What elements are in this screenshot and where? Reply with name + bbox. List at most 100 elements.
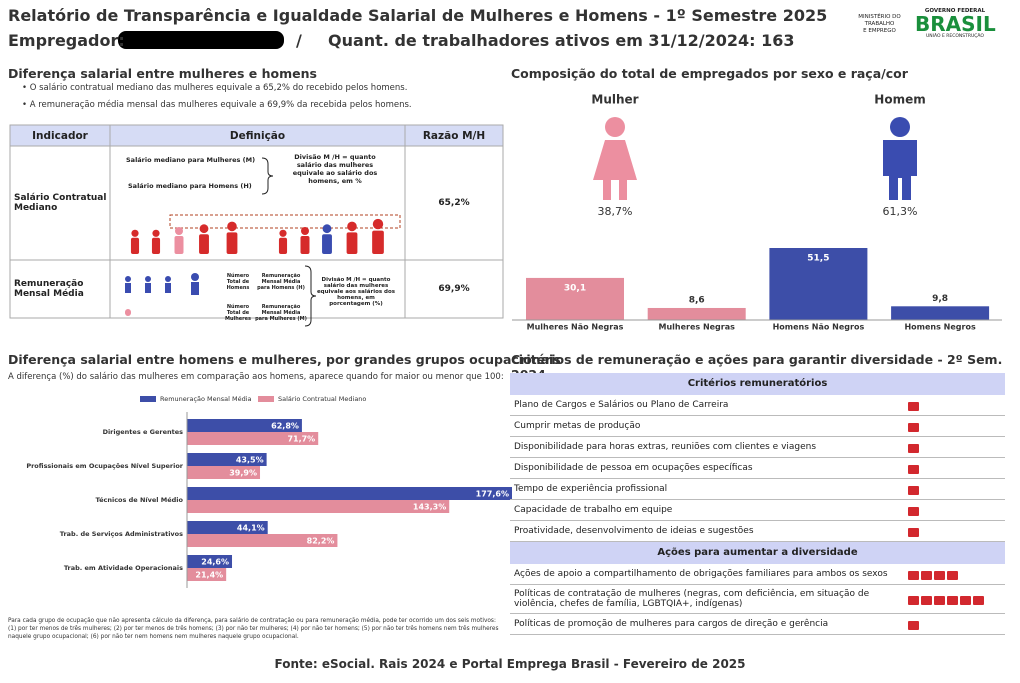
item-text: Proatividade, desenvolvimento de ideias … xyxy=(514,526,754,536)
bar xyxy=(526,277,624,320)
bullet: • O salário contratual mediano das mulhe… xyxy=(22,83,408,93)
person-head xyxy=(199,224,209,234)
criteria-item: Plano de Cargos e Salários ou Plano de C… xyxy=(510,395,1005,416)
person-head xyxy=(131,229,139,237)
icons xyxy=(908,464,919,474)
section-title: Diferença salarial entre homens e mulher… xyxy=(8,352,561,367)
logo-text: UNIÃO E RECONSTRUÇÃO xyxy=(926,34,984,39)
category-label: Mulheres Não Negras xyxy=(527,323,624,332)
footnote: Para cada grupo de ocupação que não apre… xyxy=(8,618,499,640)
icon xyxy=(960,595,971,605)
criteria-item: Ações de apoio a compartilhamento de obr… xyxy=(510,564,1005,585)
icons xyxy=(908,570,958,580)
value-label: 82,2% xyxy=(307,537,335,546)
bar xyxy=(187,568,227,581)
person-head xyxy=(322,224,332,234)
figure-head xyxy=(890,117,910,137)
person-head xyxy=(279,229,287,237)
bullet-text: A remuneração média mensal das mulheres … xyxy=(29,100,412,110)
ratio: 69,9% xyxy=(438,284,470,294)
bar xyxy=(187,419,302,432)
value-label: 44,1% xyxy=(237,524,265,533)
logo-line: TRABALHO xyxy=(864,21,895,27)
dashed-box xyxy=(169,214,401,229)
item-text: Ações de apoio a compartilhamento de obr… xyxy=(514,569,888,579)
def: Remuneração Mensal Média para Mulheres (… xyxy=(255,304,307,322)
group-share: 38,7% xyxy=(598,205,633,218)
person-head xyxy=(227,221,237,232)
criteria-item: Proatividade, desenvolvimento de ideias … xyxy=(510,521,1005,542)
icons xyxy=(908,506,919,516)
icon xyxy=(908,527,919,537)
criteria-item: Políticas de contratação de mulheres (ne… xyxy=(510,585,1005,614)
def: Salário mediano para Mulheres (M) xyxy=(126,156,256,164)
item-text: Tempo de experiência profissional xyxy=(514,484,668,494)
icon xyxy=(973,595,984,605)
value-label: 9,8 xyxy=(932,294,948,304)
icon xyxy=(921,570,932,580)
bar xyxy=(891,306,990,320)
person-body xyxy=(130,237,140,254)
table-header-bg xyxy=(10,125,503,146)
icon xyxy=(947,570,958,580)
value-label: 143,3% xyxy=(413,503,446,512)
icon xyxy=(934,595,945,605)
icon xyxy=(908,422,919,432)
icons xyxy=(908,401,919,411)
criteria-item: Disponibilidade de pessoa em ocupações e… xyxy=(510,458,1005,479)
value-label: 43,5% xyxy=(236,456,264,465)
value-label: 71,7% xyxy=(287,435,315,444)
figure-body xyxy=(593,140,637,200)
bullet: • A remuneração média mensal das mulhere… xyxy=(22,100,412,110)
bar xyxy=(187,534,338,547)
bar xyxy=(187,487,512,500)
category-label: Trab. de Serviços Administrativos xyxy=(60,530,183,538)
icon xyxy=(908,595,919,605)
bar xyxy=(769,248,868,320)
person-body xyxy=(174,236,184,254)
value-label: 62,8% xyxy=(271,422,299,431)
person-head xyxy=(301,227,309,235)
brace xyxy=(261,157,274,195)
person-head xyxy=(152,229,160,237)
def: Número Total de Mulheres xyxy=(224,304,252,322)
person-head xyxy=(347,221,357,232)
item-text: Disponibilidade para horas extras, reuni… xyxy=(514,442,817,452)
group-share: 61,3% xyxy=(883,205,918,218)
employer-label: Empregador: xyxy=(8,31,125,50)
icon xyxy=(908,620,919,630)
item-text: Plano de Cargos e Salários ou Plano de C… xyxy=(514,400,729,410)
person-body xyxy=(151,237,161,254)
category-label: Homens Negros xyxy=(904,323,975,332)
indicator: Remuneração Mensal Média xyxy=(14,279,84,299)
people-icons xyxy=(130,218,384,254)
workers: Quant. de trabalhadores ativos em 31/12/… xyxy=(328,31,795,50)
def: Salário mediano para Homens (H) xyxy=(128,182,252,190)
item-text: Políticas de promoção de mulheres para c… xyxy=(514,619,829,629)
person-head xyxy=(372,218,384,230)
separator: / xyxy=(296,31,302,50)
criteria-header: Ações para aumentar a diversidade xyxy=(510,542,1005,564)
section-title: Composição do total de empregados por se… xyxy=(511,66,908,81)
value-label: 177,6% xyxy=(476,490,509,499)
person-body xyxy=(322,234,332,254)
category-label: Homens Não Negros xyxy=(773,323,865,332)
item-text: Disponibilidade de pessoa em ocupações e… xyxy=(514,463,753,473)
bar xyxy=(187,521,268,534)
def: Divisão M /H = quanto salário das mulher… xyxy=(316,277,396,307)
th: Indicador xyxy=(32,129,88,142)
figure-body xyxy=(883,140,917,200)
def: Divisão M /H = quanto salário das mulher… xyxy=(292,153,378,185)
person-body xyxy=(278,237,288,254)
bar xyxy=(187,453,267,466)
legend-label: Salário Contratual Mediano xyxy=(278,395,366,403)
icon xyxy=(908,464,919,474)
criteria-header: Critérios remuneratórios xyxy=(510,373,1005,395)
bullet-text: O salário contratual mediano das mulhere… xyxy=(29,83,408,93)
category-label: Profissionais em Ocupações Nível Superio… xyxy=(26,462,183,470)
bar xyxy=(187,555,233,568)
icon xyxy=(908,570,919,580)
bar xyxy=(187,432,319,445)
person-body xyxy=(199,234,209,254)
icon xyxy=(908,443,919,453)
